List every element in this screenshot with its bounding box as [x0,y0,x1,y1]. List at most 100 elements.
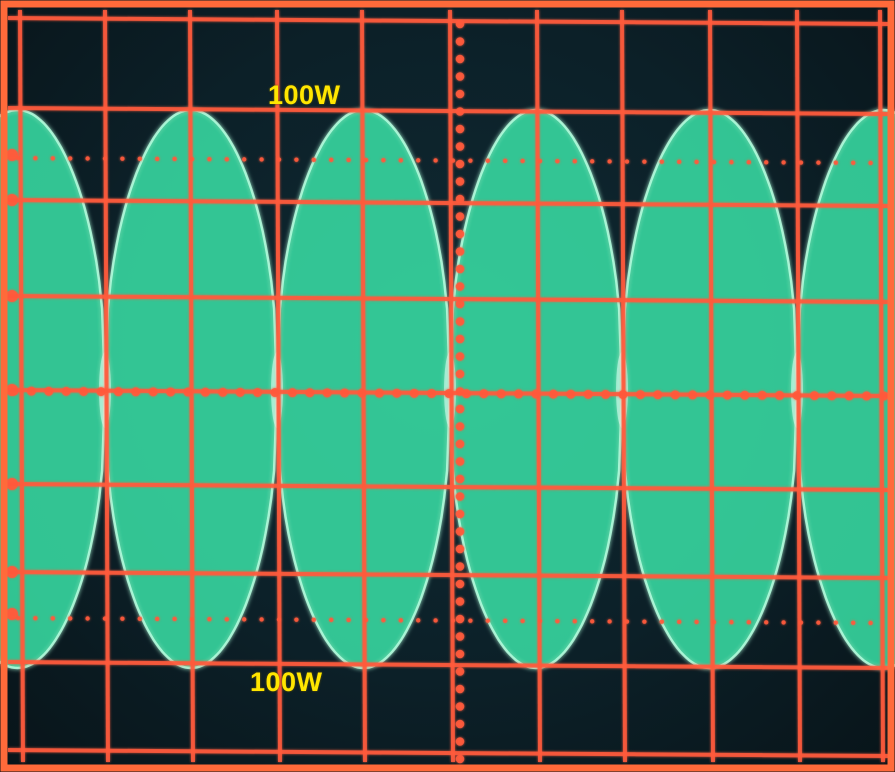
lower-dotted-row [416,618,421,623]
lower-dotted-row [172,616,177,622]
center-horizontal-tick [322,388,332,398]
graticule-vertical-line [535,9,542,763]
upper-dotted-row [68,156,73,161]
graticule-vertical-line [878,9,885,763]
lower-dotted-row [764,620,769,625]
lower-dotted-row [642,619,647,624]
upper-dotted-row [363,157,369,163]
center-vertical-tick [455,317,465,326]
graticule-horizontal-line [7,570,889,580]
center-horizontal-tick [740,390,750,400]
center-vertical-tick [455,72,465,81]
lower-dotted-row [555,618,560,624]
center-horizontal-tick [479,389,489,399]
lower-dotted-row [816,620,821,625]
center-vertical-tick [455,754,465,764]
center-horizontal-tick [792,391,802,401]
upper-dotted-row [50,156,55,161]
upper-dotted-row [172,156,177,162]
left-edge-tick [6,478,18,490]
center-vertical-tick [455,37,465,46]
upper-dotted-row [120,156,125,161]
lower-dotted-row [329,617,334,623]
graticule-grid [6,9,889,764]
upper-dotted-row [624,159,630,164]
center-vertical-tick [455,264,465,274]
lower-dotted-row [624,619,630,624]
upper-dotted-row [851,160,856,166]
center-vertical-tick [455,544,465,554]
lower-dotted-row [659,619,664,624]
lower-dotted-row [833,620,838,625]
center-horizontal-tick [705,390,715,400]
upper-dotted-row [189,156,195,162]
center-horizontal-tick [444,389,454,399]
upper-dotted-row [555,158,560,164]
lower-dotted-row [207,616,212,622]
graticule-vertical-line [708,9,715,763]
center-horizontal-tick [270,388,280,398]
upper-dotted-row [85,156,90,161]
center-vertical-tick [455,579,465,589]
graticule-vertical-line [275,9,282,763]
upper-dotted-row [276,157,282,162]
upper-dotted-row [607,159,612,164]
center-vertical-tick [455,212,465,221]
center-vertical-tick [455,509,465,519]
lower-dotted-row [746,620,751,625]
lower-dotted-row [294,617,299,622]
lower-dotted-row [242,617,247,622]
left-edge-tick [6,290,18,302]
envelope-lobe [795,108,895,670]
center-horizontal-tick [531,389,541,399]
lower-dotted-row [381,617,386,623]
lower-dotted-row [120,616,125,621]
upper-dotted-row [259,157,264,162]
upper-dotted-row [764,160,769,165]
center-horizontal-tick [775,390,785,400]
upper-dotted-row [816,160,821,165]
lower-dotted-row [607,619,612,624]
upper-dotted-row [729,159,734,165]
lower-dotted-row [520,618,525,624]
center-vertical-tick [455,474,465,484]
graticule-vertical-line [360,9,367,763]
center-horizontal-tick [618,390,628,400]
center-vertical-tick [455,19,465,29]
upper-dotted-row [572,159,577,164]
upper-dotted-row [503,158,508,164]
lower-dotted-row [677,619,682,625]
lower-dotted-row [346,617,351,623]
lower-dotted-row [694,619,699,625]
center-vertical-tick [455,719,465,729]
center-vertical-tick [455,422,465,431]
lower-dotted-row [137,616,142,621]
center-horizontal-tick [235,387,245,397]
upper-dotted-row [833,160,838,165]
graticule-vertical-line [188,9,195,763]
lower-dotted-row [276,617,282,622]
lower-dotted-row [572,619,577,624]
left-edge-tick [6,566,18,578]
center-vertical-tick [455,334,465,344]
lower-dotted-row [398,618,403,623]
center-vertical-tick [455,124,465,134]
upper-dotted-row [798,160,804,165]
lower-dotted-row [729,619,734,625]
center-vertical-tick [455,492,465,501]
lower-dotted-row [155,616,160,622]
upper-dotted-row [711,159,717,165]
lower-dotted-row [68,616,73,621]
center-vertical-tick [455,247,465,256]
left-edge-tick [6,384,18,396]
graticule-vertical-line [448,9,455,763]
lower-dotted-row [50,616,55,621]
upper-dotted-row [781,160,786,165]
center-vertical-tick [455,142,465,151]
upper-dotted-row [659,159,664,164]
center-vertical-tick [455,89,465,99]
center-vertical-tick [455,229,465,239]
graticule-vertical-line [103,9,110,763]
